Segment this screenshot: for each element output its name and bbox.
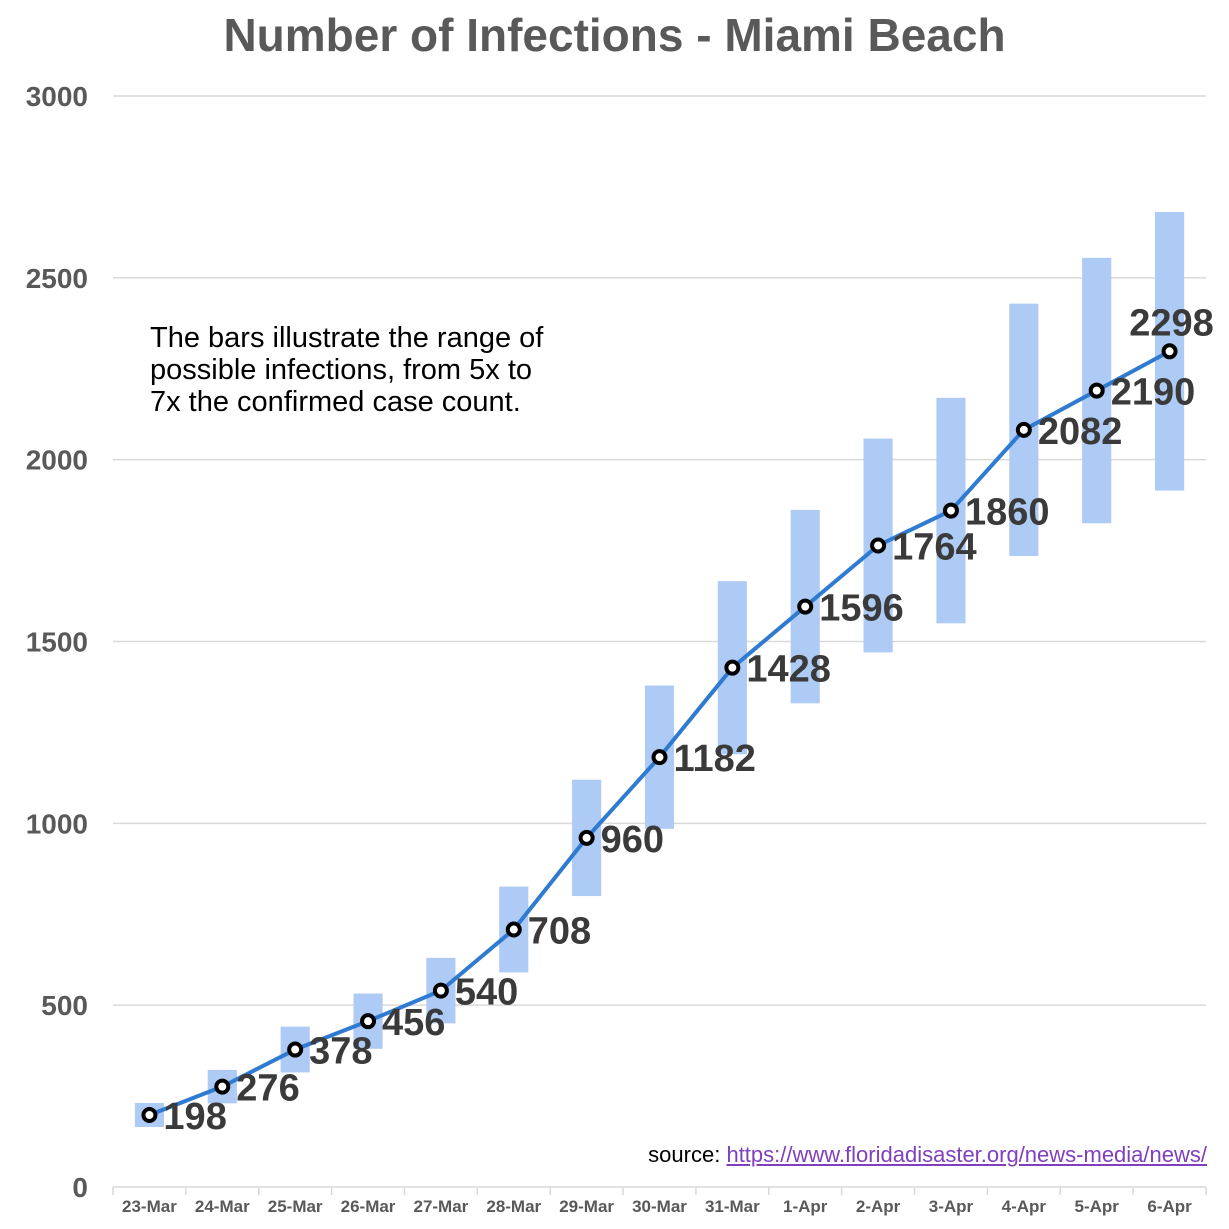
- x-tick-label: 23-Mar: [122, 1197, 177, 1216]
- data-point: [942, 502, 959, 519]
- data-label: 1596: [819, 588, 904, 630]
- data-point: [578, 829, 595, 846]
- x-tick-label: 6-Apr: [1147, 1197, 1192, 1216]
- data-label: 1182: [674, 738, 756, 780]
- source-label: source:: [648, 1142, 721, 1167]
- x-tick-label: 28-Mar: [486, 1197, 541, 1216]
- data-label: 540: [455, 972, 518, 1014]
- data-point: [141, 1106, 158, 1123]
- data-label: 198: [163, 1096, 226, 1138]
- y-tick-label: 500: [41, 990, 88, 1021]
- x-tick-label: 1-Apr: [783, 1197, 828, 1216]
- data-label: 1860: [965, 492, 1050, 534]
- data-label: 1428: [746, 649, 831, 691]
- data-point: [870, 537, 887, 554]
- x-tick-label: 31-Mar: [705, 1197, 760, 1216]
- y-tick-label: 1500: [26, 627, 88, 658]
- x-tick-label: 4-Apr: [1002, 1197, 1047, 1216]
- x-tick-label: 5-Apr: [1074, 1197, 1119, 1216]
- data-point: [360, 1013, 377, 1030]
- x-tick-label: 2-Apr: [856, 1197, 901, 1216]
- data-label: 2298: [1129, 302, 1214, 344]
- x-tick-label: 30-Mar: [632, 1197, 687, 1216]
- data-label: 456: [382, 1002, 445, 1044]
- source-link[interactable]: https://www.floridadisaster.org/news-med…: [726, 1142, 1207, 1167]
- data-label: 2190: [1111, 372, 1196, 414]
- axis-layer: 0 500 1000 1500 2000 2500 3000 23-Mar 24-Mar 25-M…: [26, 81, 1207, 1216]
- data-point: [797, 598, 814, 615]
- data-point: [1161, 343, 1178, 360]
- x-tick-label: 24-Mar: [195, 1197, 250, 1216]
- x-tick-label: 3-Apr: [929, 1197, 974, 1216]
- x-tick-label: 29-Mar: [559, 1197, 614, 1216]
- data-label: 708: [528, 911, 591, 953]
- data-label: 378: [309, 1031, 372, 1073]
- x-tick-label: 25-Mar: [268, 1197, 323, 1216]
- data-label: 960: [601, 819, 664, 861]
- x-tick-label: 27-Mar: [413, 1197, 468, 1216]
- data-point: [214, 1078, 231, 1095]
- data-point: [432, 982, 449, 999]
- data-label: 2082: [1038, 411, 1123, 453]
- x-tick-label: 26-Mar: [341, 1197, 396, 1216]
- grid-layer: [113, 95, 1206, 1006]
- y-tick-label: 2000: [26, 445, 88, 476]
- data-point: [1088, 382, 1105, 399]
- data-point: [505, 921, 522, 938]
- data-point: [651, 749, 668, 766]
- y-tick-label: 1000: [26, 808, 88, 839]
- range-bars-layer: [134, 212, 1185, 1127]
- y-tick-label: 0: [72, 1172, 88, 1203]
- data-point: [1015, 421, 1032, 438]
- data-label: 276: [236, 1068, 299, 1110]
- y-tick-label: 2500: [26, 263, 88, 294]
- points-layer: [141, 343, 1178, 1123]
- y-tick-label: 3000: [26, 81, 88, 112]
- source-note: source: https://www.floridadisaster.org/…: [648, 1142, 1207, 1168]
- chart-title: Number of Infections - Miami Beach: [223, 9, 1006, 61]
- data-point: [287, 1041, 304, 1058]
- chart-annotation: The bars illustrate the range of possibl…: [150, 322, 544, 418]
- data-point: [724, 659, 741, 676]
- data-label: 1764: [892, 526, 977, 568]
